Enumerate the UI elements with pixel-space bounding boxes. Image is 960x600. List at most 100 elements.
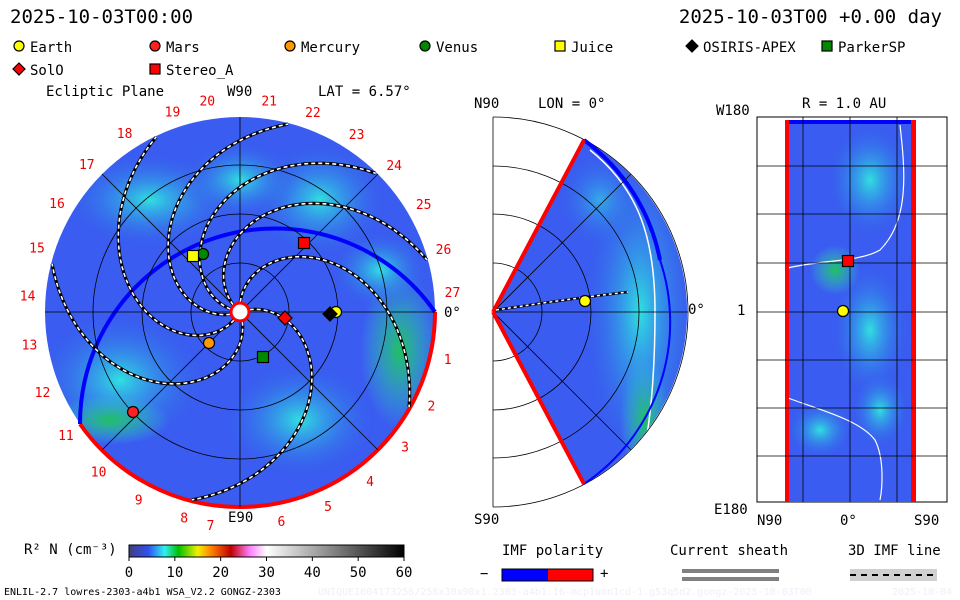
parkersp-marker: [256, 350, 270, 364]
ecliptic-bottom-label: E90: [228, 510, 254, 526]
imf-line: [116, 136, 236, 337]
imf-minus: −: [480, 566, 489, 582]
radial-mid-label: 1: [737, 303, 746, 319]
time-left: 2025-10-03T00:00: [10, 6, 194, 28]
legend-label: Earth: [30, 40, 73, 56]
imf-negative-swatch: [502, 569, 548, 581]
model-info: ENLIL-2.7 lowres-2303-a4b1 WSA_V2.2 GONG…: [4, 587, 281, 598]
radial-x-label-0: 0°: [840, 513, 857, 529]
hour-label: 27: [445, 286, 461, 301]
ecliptic-lat: LAT = 6.57°: [318, 84, 411, 100]
imf-line: [50, 263, 245, 386]
radial-top-label: W180: [716, 103, 750, 119]
colorbar-tick-label: 10: [166, 565, 183, 581]
ecliptic-top-label: W90: [227, 84, 253, 100]
legend-item-solo: SolO: [12, 62, 64, 80]
hour-label: 10: [91, 465, 107, 480]
colorbar-tick-label: 30: [258, 565, 275, 581]
venus-marker: [196, 247, 210, 261]
hour-label: 7: [207, 519, 215, 534]
legend-item-mercury: Mercury: [283, 39, 360, 57]
radial-panel: [756, 116, 948, 503]
hour-label: 21: [261, 95, 277, 110]
solo-marker: [277, 310, 293, 326]
meridional-right-label: 0°: [688, 302, 705, 318]
imf-line: [238, 255, 412, 408]
sun-icon: [229, 301, 251, 323]
hour-label: 13: [22, 339, 38, 354]
hour-label: 17: [79, 158, 95, 173]
legend-label: ParkerSP: [838, 40, 906, 56]
earth-circle-icon: [12, 39, 26, 57]
hour-label: 1: [444, 353, 452, 368]
mars-marker: [126, 405, 140, 419]
ecliptic-title: Ecliptic Plane: [46, 84, 165, 100]
hour-label: 22: [305, 106, 321, 121]
hour-label: 15: [29, 242, 45, 257]
mercury-circle-icon: [283, 39, 297, 57]
meridional-top-label: N90: [474, 96, 500, 112]
venus-circle-icon: [418, 39, 432, 57]
earth-marker: [836, 304, 850, 318]
solo-diamond-icon: [12, 62, 26, 80]
colorbar-tick-label: 50: [350, 565, 367, 581]
legend-item-earth: Earth: [12, 39, 72, 57]
current-sheath-title: Current sheath: [670, 543, 789, 559]
meridional-panel: [491, 116, 689, 508]
osiris-apex-diamond-icon: [685, 39, 699, 57]
imf-line-title: 3D IMF line: [848, 543, 941, 559]
hour-label: 5: [324, 500, 332, 515]
juice-square-icon: [553, 39, 567, 57]
hour-label: 14: [20, 290, 36, 305]
imf-plus: +: [600, 566, 609, 582]
legend-item-juice: Juice: [553, 39, 613, 57]
radial-x-label-n90: N90: [757, 513, 783, 529]
radial-title: R = 1.0 AU: [802, 96, 887, 112]
legend-item-stereo-a: Stereo_A: [148, 62, 233, 80]
stereo-a-square-icon: [148, 62, 162, 80]
mercury-marker: [202, 336, 216, 350]
imf-polarity-title: IMF polarity: [502, 543, 604, 559]
stereo-a-marker: [841, 254, 855, 268]
hour-label: 20: [199, 94, 215, 109]
hour-label: 11: [58, 429, 74, 444]
imf-line-swatch: [850, 569, 937, 581]
radial-x-label-s90: S90: [914, 513, 940, 529]
hour-label: 12: [35, 386, 51, 401]
legend-label: SolO: [30, 63, 64, 79]
run-id: UNIQUE1004173256/256x30x90x1.2303-a4b1.1…: [318, 587, 812, 598]
legend-item-osiris-apex: OSIRIS-APEX: [685, 39, 796, 57]
meridional-lon: LON = 0°: [538, 96, 606, 112]
hour-label: 9: [135, 493, 143, 508]
legend-label: OSIRIS-APEX: [703, 40, 796, 56]
hour-label: 23: [349, 128, 365, 143]
legend-item-venus: Venus: [418, 39, 478, 57]
stereo-a-marker: [297, 236, 311, 250]
hour-label: 4: [366, 475, 374, 490]
colorbar-tick-label: 20: [212, 565, 229, 581]
hour-label: 19: [165, 105, 181, 120]
hour-label: 25: [416, 198, 432, 213]
legend-label: Juice: [571, 40, 614, 56]
colorbar-label: R² N (cm⁻³): [24, 542, 117, 558]
hour-label: 26: [436, 243, 452, 258]
imf-line: [221, 201, 428, 306]
hour-label: 8: [180, 512, 188, 527]
density-colorbar: [128, 544, 405, 558]
hour-label: 24: [386, 159, 402, 174]
mars-circle-icon: [148, 39, 162, 57]
time-right: 2025-10-03T00 +0.00 day: [678, 6, 942, 28]
hour-label: 6: [277, 515, 285, 530]
imf-negative-arc: [77, 226, 437, 425]
hour-label: 3: [401, 441, 409, 456]
ecliptic-right-label: 0°: [444, 305, 461, 321]
hour-label: 18: [117, 127, 133, 142]
earth-marker: [578, 294, 592, 308]
legend-label: Venus: [436, 40, 479, 56]
legend-label: Stereo_A: [166, 63, 234, 79]
imf-positive-swatch: [548, 569, 593, 581]
current-sheath-swatch: [682, 569, 779, 573]
legend-label: Mercury: [301, 40, 361, 56]
